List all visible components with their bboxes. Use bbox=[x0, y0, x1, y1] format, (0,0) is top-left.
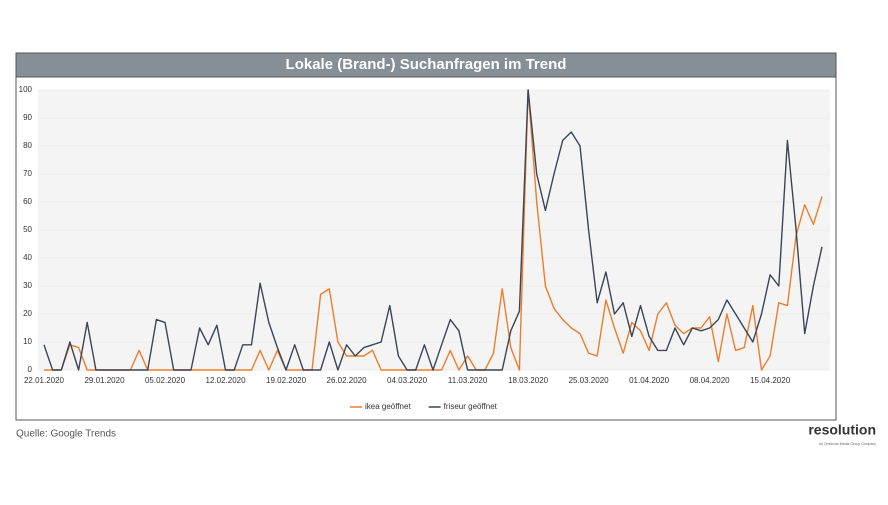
title-bar bbox=[15, 52, 837, 78]
y-tick-label: 80 bbox=[23, 141, 32, 150]
x-tick-label: 18.03.2020 bbox=[508, 376, 549, 385]
x-tick-label: 08.04.2020 bbox=[690, 376, 731, 385]
x-tick-label: 05.02.2020 bbox=[145, 376, 186, 385]
y-tick-label: 40 bbox=[23, 253, 32, 262]
x-tick-label: 12.02.2020 bbox=[206, 376, 247, 385]
chart-title: Lokale (Brand-) Suchanfragen im Trend bbox=[286, 56, 567, 73]
x-tick-label: 04.03.2020 bbox=[387, 376, 428, 385]
y-tick-label: 60 bbox=[23, 197, 32, 206]
y-tick-label: 10 bbox=[23, 337, 32, 346]
y-tick-label: 0 bbox=[28, 365, 33, 374]
x-tick-label: 26.02.2020 bbox=[327, 376, 368, 385]
x-tick-label: 25.03.2020 bbox=[569, 376, 610, 385]
y-tick-label: 70 bbox=[23, 169, 32, 178]
x-tick-label: 29.01.2020 bbox=[84, 376, 125, 385]
x-tick-label: 01.04.2020 bbox=[629, 376, 670, 385]
x-tick-label: 19.02.2020 bbox=[266, 376, 307, 385]
legend-label: friseur geöffnet bbox=[444, 402, 498, 411]
x-tick-label: 22.01.2020 bbox=[24, 376, 65, 385]
x-tick-label: 15.04.2020 bbox=[750, 376, 791, 385]
legend-label: ikea geöffnet bbox=[365, 402, 411, 411]
y-tick-label: 100 bbox=[19, 85, 33, 94]
y-tick-label: 90 bbox=[23, 113, 32, 122]
series-line bbox=[43, 89, 823, 371]
y-tick-label: 30 bbox=[23, 281, 32, 290]
y-tick-label: 50 bbox=[23, 225, 32, 234]
source: Quelle: Google Trends bbox=[16, 429, 116, 440]
logo: resolution bbox=[808, 422, 876, 438]
x-tick-label: 11.03.2020 bbox=[448, 376, 488, 385]
logo-subtitle: An Omnicom Media Group Company bbox=[819, 442, 877, 446]
y-tick-label: 20 bbox=[23, 309, 32, 318]
